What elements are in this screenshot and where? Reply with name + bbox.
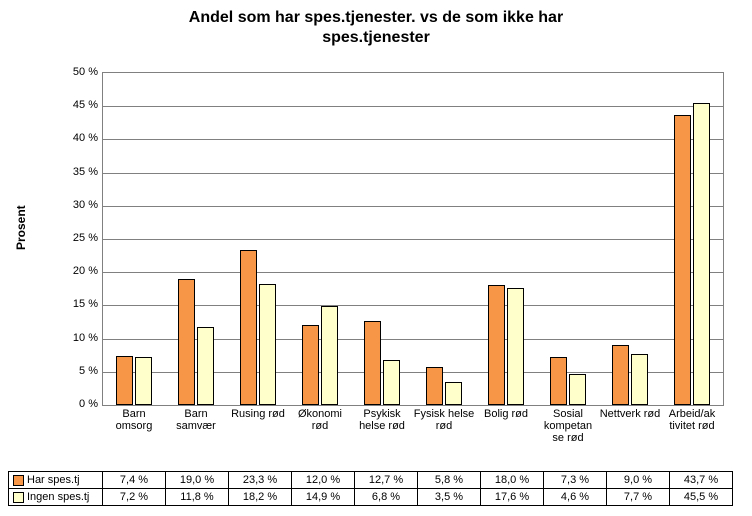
chart-title: Andel som har spes.tjenester. vs de som … xyxy=(0,0,752,48)
y-axis-label: Prosent xyxy=(14,205,28,250)
bar-1 xyxy=(631,354,648,405)
table-cell: 5,8 % xyxy=(418,472,481,489)
table-cell: 12,0 % xyxy=(292,472,355,489)
plot-area: Barn omsorgBarn samværRusing rødØkonomi … xyxy=(102,72,724,406)
y-tick-label: 15 % xyxy=(62,298,98,310)
gridline xyxy=(103,173,723,174)
x-tick-label: Rusing rød xyxy=(227,405,289,420)
y-tick-label: 40 % xyxy=(62,132,98,144)
bar-1 xyxy=(383,360,400,405)
x-tick-label: Økonomi rød xyxy=(289,405,351,432)
table-cell: 7,4 % xyxy=(103,472,166,489)
bar-1 xyxy=(197,327,214,405)
x-tick-label: Bolig rød xyxy=(475,405,537,420)
table-cell: 14,9 % xyxy=(292,489,355,506)
table-cell: 3,5 % xyxy=(418,489,481,506)
y-tick-label: 5 % xyxy=(62,365,98,377)
legend-label: Ingen spes.tj xyxy=(27,491,89,503)
legend-cell: Ingen spes.tj xyxy=(9,489,103,506)
bar-0 xyxy=(612,345,629,405)
gridline xyxy=(103,272,723,273)
bar-1 xyxy=(259,284,276,405)
bar-1 xyxy=(507,288,524,405)
table-cell: 18,0 % xyxy=(481,472,544,489)
bar-0 xyxy=(426,367,443,406)
chart-container: Andel som har spes.tjenester. vs de som … xyxy=(0,0,752,516)
y-tick-label: 50 % xyxy=(62,66,98,78)
y-tick-label: 30 % xyxy=(62,199,98,211)
bar-1 xyxy=(445,382,462,405)
legend-label: Har spes.tj xyxy=(27,474,80,486)
bar-0 xyxy=(488,285,505,405)
y-tick-label: 45 % xyxy=(62,99,98,111)
y-tick-label: 35 % xyxy=(62,166,98,178)
gridline xyxy=(103,239,723,240)
bar-1 xyxy=(135,357,152,405)
chart-title-line1: Andel som har spes.tjenester. vs de som … xyxy=(189,9,563,26)
table-cell: 6,8 % xyxy=(355,489,418,506)
y-tick-label: 20 % xyxy=(62,265,98,277)
x-tick-label: Barn samvær xyxy=(165,405,227,432)
x-tick-label: Fysisk helse rød xyxy=(413,405,475,432)
legend-swatch xyxy=(13,492,24,503)
x-tick-label: Nettverk rød xyxy=(599,405,661,420)
bar-0 xyxy=(550,357,567,405)
table-cell: 12,7 % xyxy=(355,472,418,489)
table-cell: 17,6 % xyxy=(481,489,544,506)
table-cell: 18,2 % xyxy=(229,489,292,506)
x-tick-label: Psykisk helse rød xyxy=(351,405,413,432)
gridline xyxy=(103,106,723,107)
bar-1 xyxy=(569,374,586,405)
x-tick-label: Barn omsorg xyxy=(103,405,165,432)
table-cell: 9,0 % xyxy=(607,472,670,489)
y-tick-label: 0 % xyxy=(62,398,98,410)
table-cell: 45,5 % xyxy=(670,489,733,506)
x-tick-label: Arbeid/ak tivitet rød xyxy=(661,405,723,432)
chart-title-line2: spes.tjenester xyxy=(322,29,430,46)
bar-0 xyxy=(240,250,257,405)
gridline xyxy=(103,206,723,207)
table-cell: 19,0 % xyxy=(166,472,229,489)
bar-0 xyxy=(364,321,381,405)
y-tick-label: 10 % xyxy=(62,332,98,344)
y-tick-label: 25 % xyxy=(62,232,98,244)
data-table: Har spes.tj 7,4 %19,0 %23,3 %12,0 %12,7 %… xyxy=(8,471,733,506)
bar-1 xyxy=(693,103,710,405)
bar-1 xyxy=(321,306,338,405)
gridline xyxy=(103,139,723,140)
bar-0 xyxy=(116,356,133,405)
legend-swatch xyxy=(13,475,24,486)
legend-cell: Har spes.tj xyxy=(9,472,103,489)
bar-0 xyxy=(178,279,195,405)
table-row: Ingen spes.tj 7,2 %11,8 %18,2 %14,9 %6,8 … xyxy=(9,489,733,506)
table-cell: 11,8 % xyxy=(166,489,229,506)
plot-wrap: Barn omsorgBarn samværRusing rødØkonomi … xyxy=(60,72,732,432)
table-cell: 7,7 % xyxy=(607,489,670,506)
table-cell: 43,7 % xyxy=(670,472,733,489)
gridline xyxy=(103,305,723,306)
table-cell: 7,2 % xyxy=(103,489,166,506)
bar-0 xyxy=(302,325,319,405)
x-tick-label: Sosial kompetan se rød xyxy=(537,405,599,444)
table-cell: 23,3 % xyxy=(229,472,292,489)
table-cell: 4,6 % xyxy=(544,489,607,506)
table-row: Har spes.tj 7,4 %19,0 %23,3 %12,0 %12,7 %… xyxy=(9,472,733,489)
bar-0 xyxy=(674,115,691,405)
table-cell: 7,3 % xyxy=(544,472,607,489)
